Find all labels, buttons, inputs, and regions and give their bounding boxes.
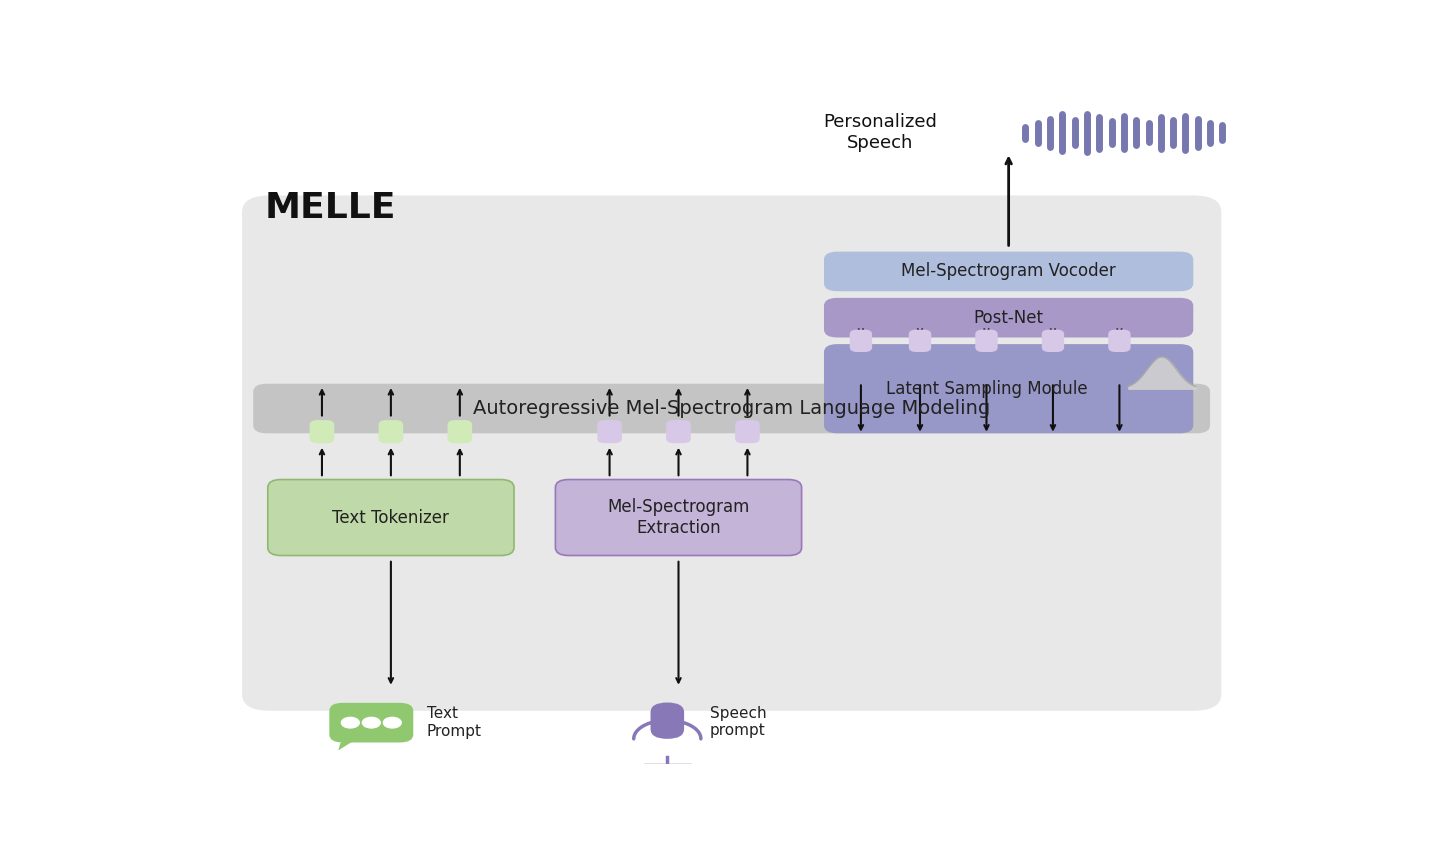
FancyBboxPatch shape [1108,329,1131,352]
FancyBboxPatch shape [650,703,684,739]
FancyBboxPatch shape [908,329,931,352]
Polygon shape [338,739,357,751]
Text: Autoregressive Mel-Spectrogram Language Modeling: Autoregressive Mel-Spectrogram Language … [474,399,991,418]
FancyBboxPatch shape [267,480,514,555]
FancyBboxPatch shape [329,703,413,742]
Circle shape [341,717,360,728]
Circle shape [383,717,401,728]
FancyBboxPatch shape [598,420,622,444]
Text: Text Tokenizer: Text Tokenizer [332,509,449,527]
FancyBboxPatch shape [666,420,690,444]
FancyBboxPatch shape [1041,329,1064,352]
FancyBboxPatch shape [825,344,1193,433]
Text: Personalized
Speech: Personalized Speech [823,113,937,152]
Text: Speech
prompt: Speech prompt [710,706,767,738]
FancyBboxPatch shape [825,251,1193,291]
FancyBboxPatch shape [253,384,1210,433]
Text: Mel-Spectrogram
Extraction: Mel-Spectrogram Extraction [608,498,749,537]
FancyBboxPatch shape [849,329,872,352]
FancyBboxPatch shape [735,420,760,444]
Text: MELLE: MELLE [264,191,396,225]
FancyBboxPatch shape [975,329,998,352]
Text: Latent Sampling Module: Latent Sampling Module [885,380,1087,398]
FancyBboxPatch shape [825,298,1193,337]
FancyBboxPatch shape [378,420,403,444]
FancyBboxPatch shape [448,420,472,444]
FancyBboxPatch shape [243,196,1222,710]
Circle shape [362,717,380,728]
Text: Mel-Spectrogram Vocoder: Mel-Spectrogram Vocoder [901,263,1116,281]
Text: Text
Prompt: Text Prompt [427,706,482,739]
FancyBboxPatch shape [556,480,801,555]
Text: Post-Net: Post-Net [973,309,1044,327]
FancyBboxPatch shape [309,420,334,444]
